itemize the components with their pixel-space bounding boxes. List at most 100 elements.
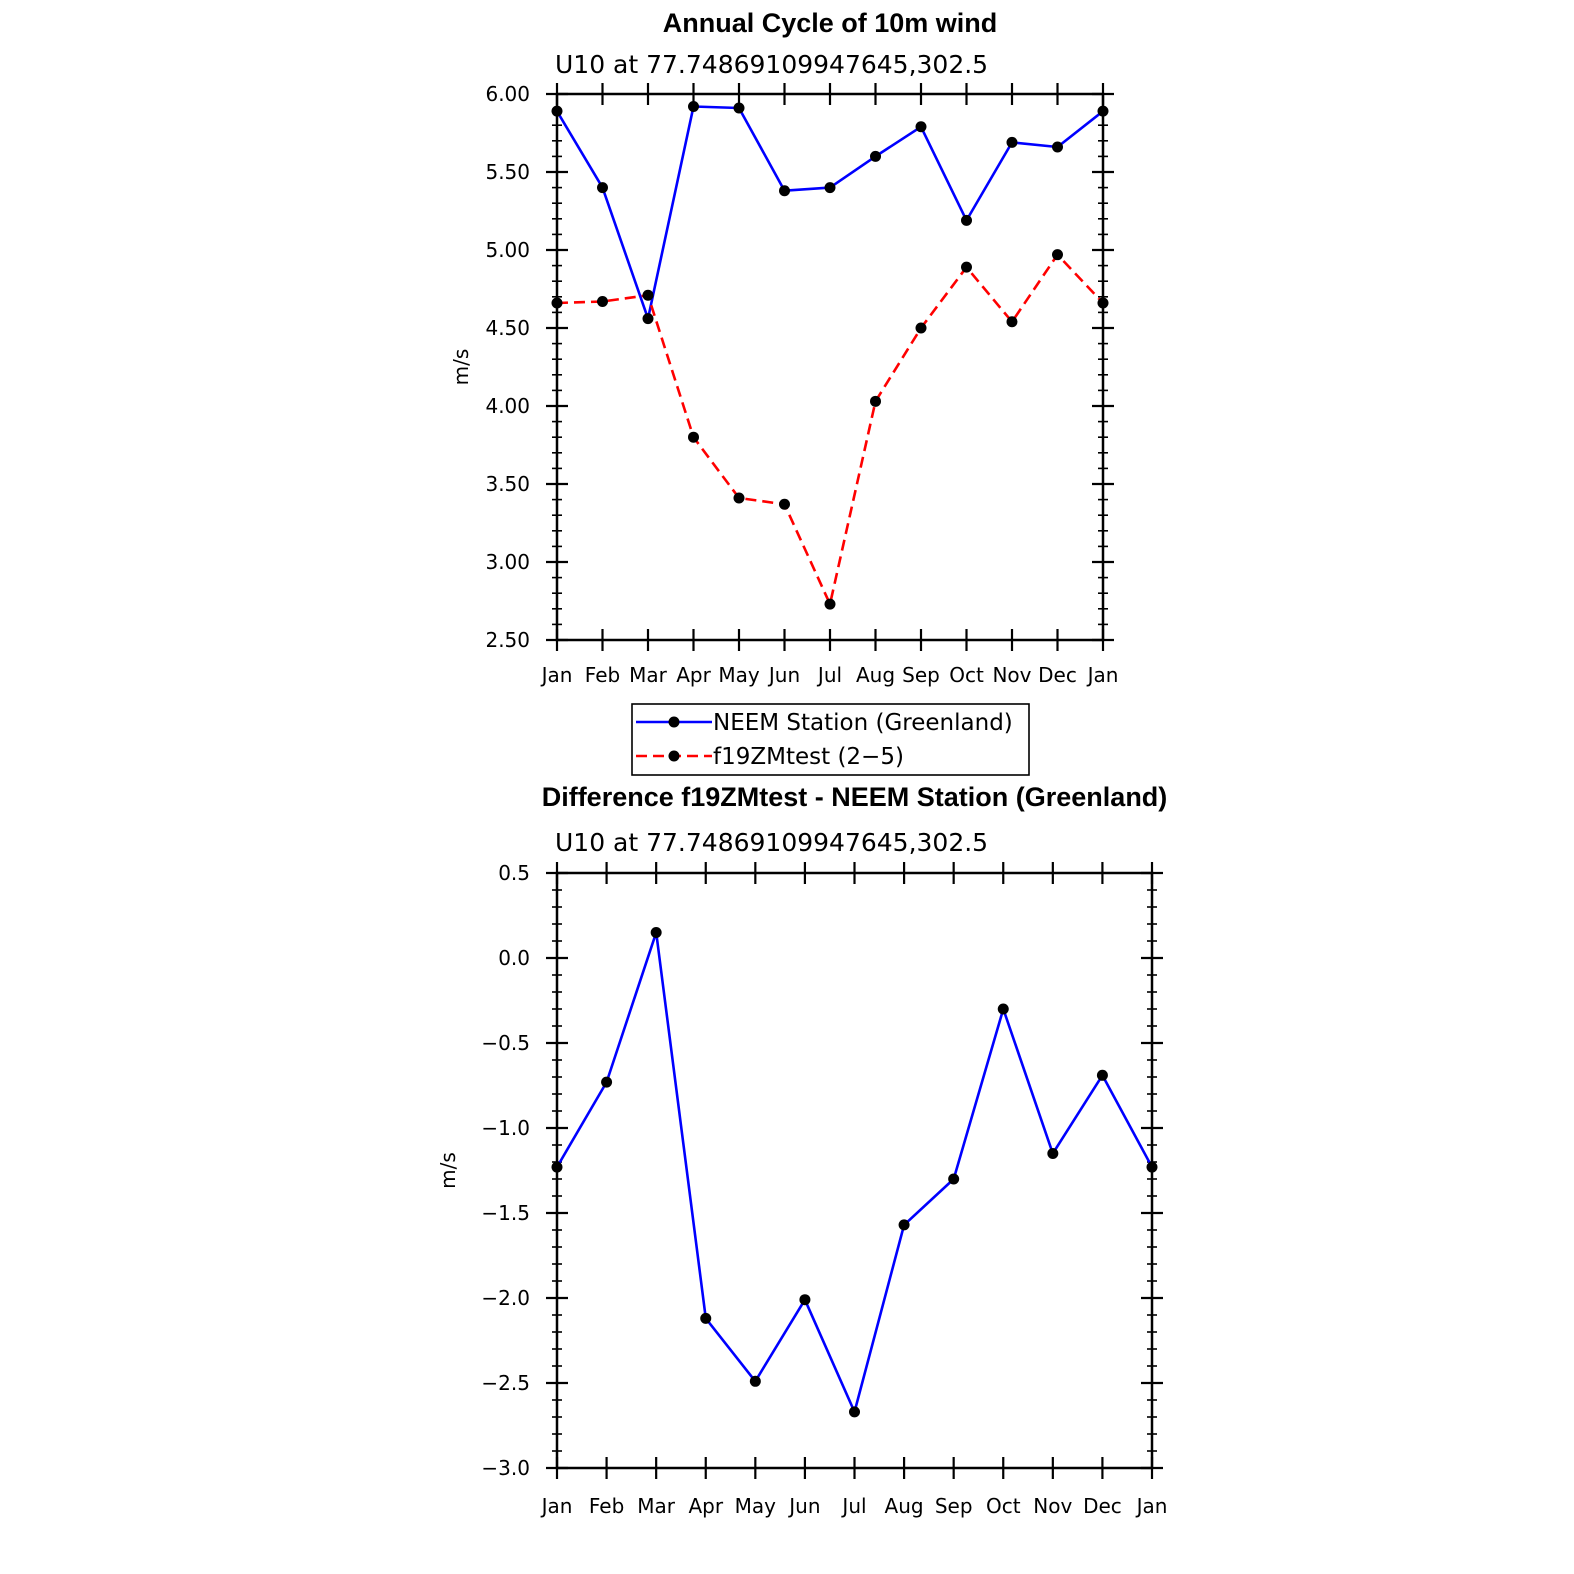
data-point: [799, 1294, 811, 1306]
data-point: [915, 322, 927, 334]
y-tick-label: 4.00: [485, 394, 530, 418]
y-tick-label: 3.50: [485, 472, 530, 496]
x-tick-label: Mar: [637, 1494, 676, 1518]
x-tick-label: Apr: [688, 1494, 723, 1518]
x-tick-label: Jul: [816, 663, 842, 687]
y-tick-label: −2.5: [481, 1371, 530, 1395]
data-point: [551, 1161, 563, 1173]
legend-marker-2: [668, 750, 680, 762]
x-tick-label: Nov: [1033, 1494, 1072, 1518]
x-tick-label: Jan: [540, 663, 573, 687]
y-tick-label: 0.0: [498, 946, 530, 970]
legend-marker-1: [668, 716, 680, 728]
x-tick-label: Feb: [589, 1494, 624, 1518]
y-tick-label: −2.0: [481, 1286, 530, 1310]
data-point: [824, 182, 836, 194]
data-point: [597, 182, 608, 194]
data-point: [642, 313, 654, 325]
x-tick-label: Dec: [1083, 1494, 1122, 1518]
data-point: [779, 185, 790, 197]
data-point: [1097, 297, 1109, 309]
x-tick-label: Jul: [840, 1494, 866, 1518]
series-line: [556, 253, 1104, 606]
legend-label-1: NEEM Station (Greenland): [713, 710, 1013, 736]
data-point: [551, 297, 563, 309]
data-point: [601, 1076, 613, 1088]
data-point: [688, 431, 699, 443]
data-point: [733, 492, 745, 504]
x-tick-label: Dec: [1038, 663, 1077, 687]
series-line: [555, 105, 1104, 320]
y-tick-label: −0.5: [481, 1031, 530, 1055]
data-point: [997, 1003, 1009, 1015]
data-point: [1052, 249, 1063, 261]
data-point: [551, 105, 563, 117]
legend-label-2: f19ZMtest (2−5): [713, 744, 904, 770]
y-tick-label: −3.0: [481, 1456, 530, 1480]
data-point: [749, 1375, 761, 1387]
y-tick-label: 6.00: [485, 82, 530, 106]
data-point: [915, 121, 927, 133]
y-tick-label: −1.0: [481, 1116, 530, 1140]
x-tick-label: Jan: [1086, 663, 1119, 687]
data-point: [948, 1173, 960, 1185]
chart-title: Annual Cycle of 10m wind: [663, 8, 998, 38]
x-tick-label: Sep: [902, 663, 940, 687]
data-point: [849, 1406, 860, 1418]
data-point: [642, 289, 654, 301]
data-point: [1096, 1069, 1108, 1081]
x-tick-label: Jan: [540, 1494, 573, 1518]
data-point: [1097, 105, 1109, 117]
x-tick-label: Jun: [787, 1494, 820, 1518]
chart-1: Annual Cycle of 10m wind U10 at 77.748691…: [449, 8, 1118, 687]
data-point: [733, 102, 745, 114]
x-tick-label: Oct: [949, 663, 984, 687]
x-tick-label: Aug: [856, 663, 895, 687]
data-point: [1052, 141, 1063, 153]
y-tick-label: 2.50: [485, 628, 530, 652]
data-point: [597, 295, 608, 307]
x-tick-label: Oct: [986, 1494, 1021, 1518]
plot-frame: [555, 92, 1105, 642]
y-axis-label: m/s: [449, 349, 473, 386]
chart-subtitle: U10 at 77.74869109947645,302.5: [555, 828, 988, 857]
legend-box: [631, 703, 1030, 776]
data-point: [1006, 316, 1018, 328]
legend: NEEM Station (Greenland) f19ZMtest (2−5): [631, 703, 1030, 776]
y-tick-label: 5.50: [485, 160, 530, 184]
x-tick-label: Aug: [885, 1494, 924, 1518]
chart-2: Difference f19ZMtest - NEEM Station (Gre…: [436, 782, 1167, 1518]
data-point: [688, 100, 699, 112]
series-2: [551, 249, 1109, 610]
y-tick-label: 0.5: [498, 861, 530, 885]
data-point: [961, 261, 972, 273]
y-tick-label: 3.00: [485, 550, 530, 574]
series-1: [551, 100, 1109, 325]
y-tick-label: −1.5: [481, 1201, 530, 1225]
data-point: [1047, 1148, 1059, 1159]
data-point: [1006, 136, 1018, 148]
x-tick-label: May: [735, 1494, 777, 1518]
data-point: [779, 498, 790, 510]
x-tick-label: Jun: [767, 663, 800, 687]
chart-subtitle: U10 at 77.74869109947645,302.5: [555, 50, 988, 79]
x-tick-label: May: [718, 663, 760, 687]
series-line: [555, 931, 1154, 1414]
data-point: [1146, 1161, 1158, 1173]
series-1: [551, 927, 1158, 1418]
chart-title: Difference f19ZMtest - NEEM Station (Gre…: [542, 782, 1168, 812]
data-point: [700, 1312, 712, 1324]
data-point: [961, 214, 972, 226]
data-point: [870, 395, 881, 407]
x-tick-label: Jan: [1135, 1494, 1168, 1518]
x-tick-label: Apr: [676, 663, 711, 687]
data-point: [824, 598, 836, 610]
x-tick-label: Mar: [629, 663, 668, 687]
data-point: [650, 927, 662, 938]
y-tick-label: 4.50: [485, 316, 530, 340]
x-tick-label: Sep: [935, 1494, 973, 1518]
y-axis-label: m/s: [436, 1152, 460, 1189]
y-tick-label: 5.00: [485, 238, 530, 262]
x-tick-label: Nov: [992, 663, 1031, 687]
